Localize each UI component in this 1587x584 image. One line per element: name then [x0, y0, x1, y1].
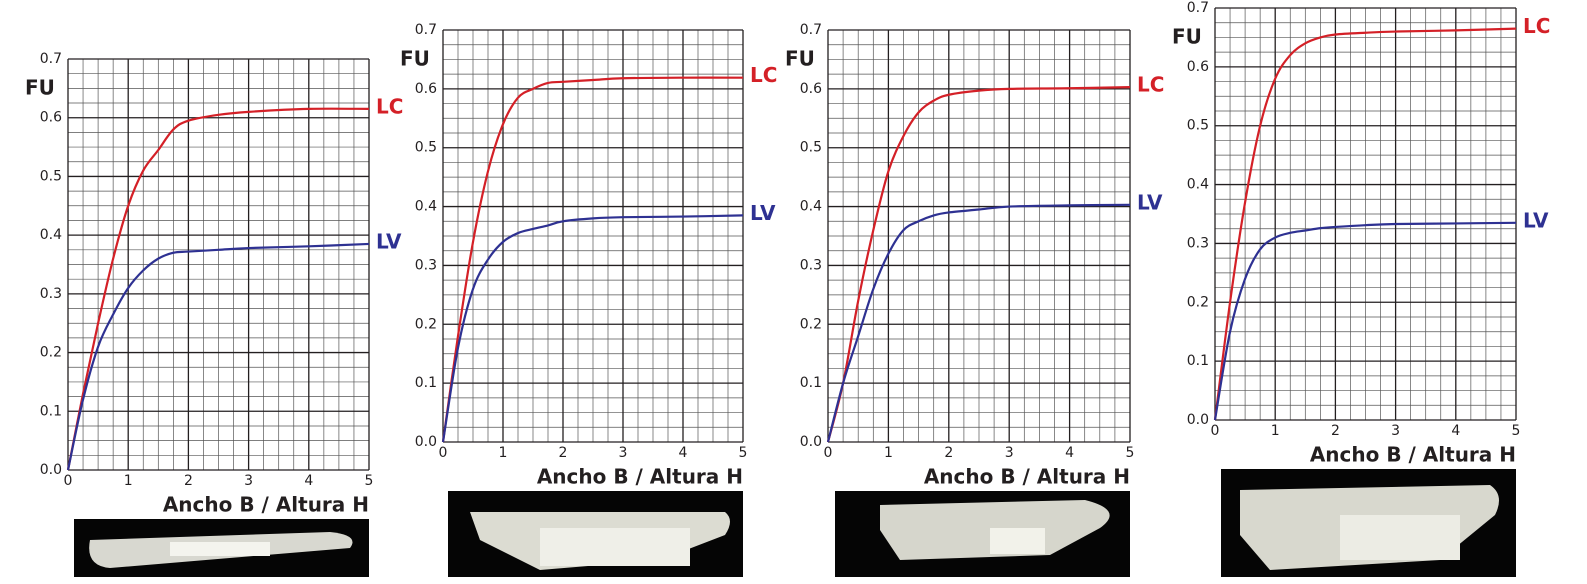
- x-axis-label: Ancho B / Altura H: [537, 465, 743, 489]
- lamp-led: [170, 542, 270, 556]
- y-tick-label: 0.6: [800, 81, 822, 97]
- y-tick-label: 0.0: [800, 434, 822, 450]
- y-tick-label: 0.3: [40, 286, 62, 302]
- series-label: LV: [1137, 190, 1163, 214]
- x-tick-label: 3: [619, 445, 628, 461]
- y-tick-label: 0.3: [1187, 235, 1209, 251]
- x-tick-label: 3: [244, 473, 253, 489]
- series-label: LV: [750, 201, 776, 225]
- series-line: [826, 203, 1131, 443]
- x-tick-label: 0: [64, 473, 73, 489]
- y-tick-label: 0.2: [415, 316, 437, 332]
- y-tick-label: 0.1: [415, 375, 437, 391]
- y-tick-label: 0.4: [800, 199, 822, 215]
- y-tick-label: 0.7: [40, 51, 62, 67]
- x-tick-label: 5: [1512, 423, 1521, 439]
- x-tick-label: 2: [944, 445, 953, 461]
- series-label: LC: [376, 94, 403, 118]
- x-tick-label: 0: [824, 445, 833, 461]
- series-label: LC: [1523, 14, 1550, 38]
- x-tick-label: 5: [365, 473, 374, 489]
- x-tick-label: 3: [1005, 445, 1014, 461]
- y-tick-label: 0.0: [1187, 412, 1209, 428]
- y-tick-label: 0.2: [800, 316, 822, 332]
- y-tick-label: 0.4: [40, 227, 62, 243]
- y-tick-label: 0.6: [1187, 59, 1209, 75]
- series-label: LC: [750, 63, 777, 87]
- series-label: LV: [376, 229, 402, 253]
- x-axis-label: Ancho B / Altura H: [163, 493, 369, 517]
- y-tick-label: 0.7: [1187, 0, 1209, 16]
- lamp-led: [1340, 515, 1460, 560]
- x-tick-label: 2: [1331, 423, 1340, 439]
- x-tick-label: 5: [1126, 445, 1135, 461]
- lamp-photos: [74, 469, 1516, 577]
- chart: 0.0 0.1 0.2 0.3 0.4 0.5 0.6 0.7 0 1 2 3 4 5 FU Ancho B …: [785, 22, 1164, 489]
- chart: 0.0 0.1 0.2 0.3 0.4 0.5 0.6 0.7 0 1 2 3 4 5 FU Ancho B …: [1172, 0, 1550, 467]
- x-tick-label: 2: [559, 445, 568, 461]
- chart: 0.0 0.1 0.2 0.3 0.4 0.5 0.6 0.7 0 1 2 3 4 5 FU Ancho B …: [25, 51, 403, 517]
- x-tick-label: 5: [739, 445, 748, 461]
- series-line: [66, 107, 370, 471]
- series-line: [441, 76, 744, 443]
- x-tick-label: 4: [304, 473, 313, 489]
- series-line: [826, 85, 1131, 443]
- y-tick-label: 0.1: [1187, 353, 1209, 369]
- x-tick-label: 4: [1451, 423, 1460, 439]
- x-tick-label: 0: [1211, 423, 1220, 439]
- y-axis-label: FU: [1172, 25, 1202, 49]
- y-tick-label: 0.2: [1187, 294, 1209, 310]
- y-tick-label: 0.1: [40, 403, 62, 419]
- y-axis-label: FU: [25, 76, 55, 100]
- y-tick-label: 0.5: [800, 140, 822, 156]
- x-tick-label: 1: [124, 473, 133, 489]
- series-line: [66, 242, 370, 471]
- x-tick-label: 2: [184, 473, 193, 489]
- x-tick-label: 1: [1271, 423, 1280, 439]
- x-axis-label: Ancho B / Altura H: [924, 465, 1130, 489]
- y-tick-label: 0.3: [800, 257, 822, 273]
- series-label: LV: [1523, 208, 1549, 232]
- y-tick-label: 0.1: [800, 375, 822, 391]
- x-axis-label: Ancho B / Altura H: [1310, 443, 1516, 467]
- y-tick-label: 0.3: [415, 257, 437, 273]
- lamp-led: [540, 528, 690, 566]
- y-tick-label: 0.6: [415, 81, 437, 97]
- y-tick-label: 0.7: [800, 22, 822, 38]
- y-axis-label: FU: [400, 47, 430, 71]
- x-tick-label: 0: [439, 445, 448, 461]
- y-tick-label: 0.5: [1187, 118, 1209, 134]
- series-line: [1213, 27, 1517, 421]
- y-tick-label: 0.4: [415, 199, 437, 215]
- x-tick-label: 1: [499, 445, 508, 461]
- chart: 0.0 0.1 0.2 0.3 0.4 0.5 0.6 0.7 0 1 2 3 4 5 FU Ancho B …: [400, 22, 777, 489]
- y-tick-label: 0.0: [415, 434, 437, 450]
- y-tick-label: 0.2: [40, 345, 62, 361]
- y-tick-label: 0.7: [415, 22, 437, 38]
- series-line: [1213, 221, 1517, 421]
- series-line: [441, 214, 744, 443]
- x-tick-label: 4: [679, 445, 688, 461]
- series-label: LC: [1137, 73, 1164, 97]
- y-tick-label: 0.6: [40, 110, 62, 126]
- y-tick-label: 0.4: [1187, 177, 1209, 193]
- y-tick-label: 0.5: [415, 140, 437, 156]
- y-tick-label: 0.0: [40, 462, 62, 478]
- y-tick-label: 0.5: [40, 168, 62, 184]
- x-tick-label: 4: [1065, 445, 1074, 461]
- lamp-led: [990, 528, 1045, 554]
- x-tick-label: 1: [884, 445, 893, 461]
- x-tick-label: 3: [1391, 423, 1400, 439]
- y-axis-label: FU: [785, 47, 815, 71]
